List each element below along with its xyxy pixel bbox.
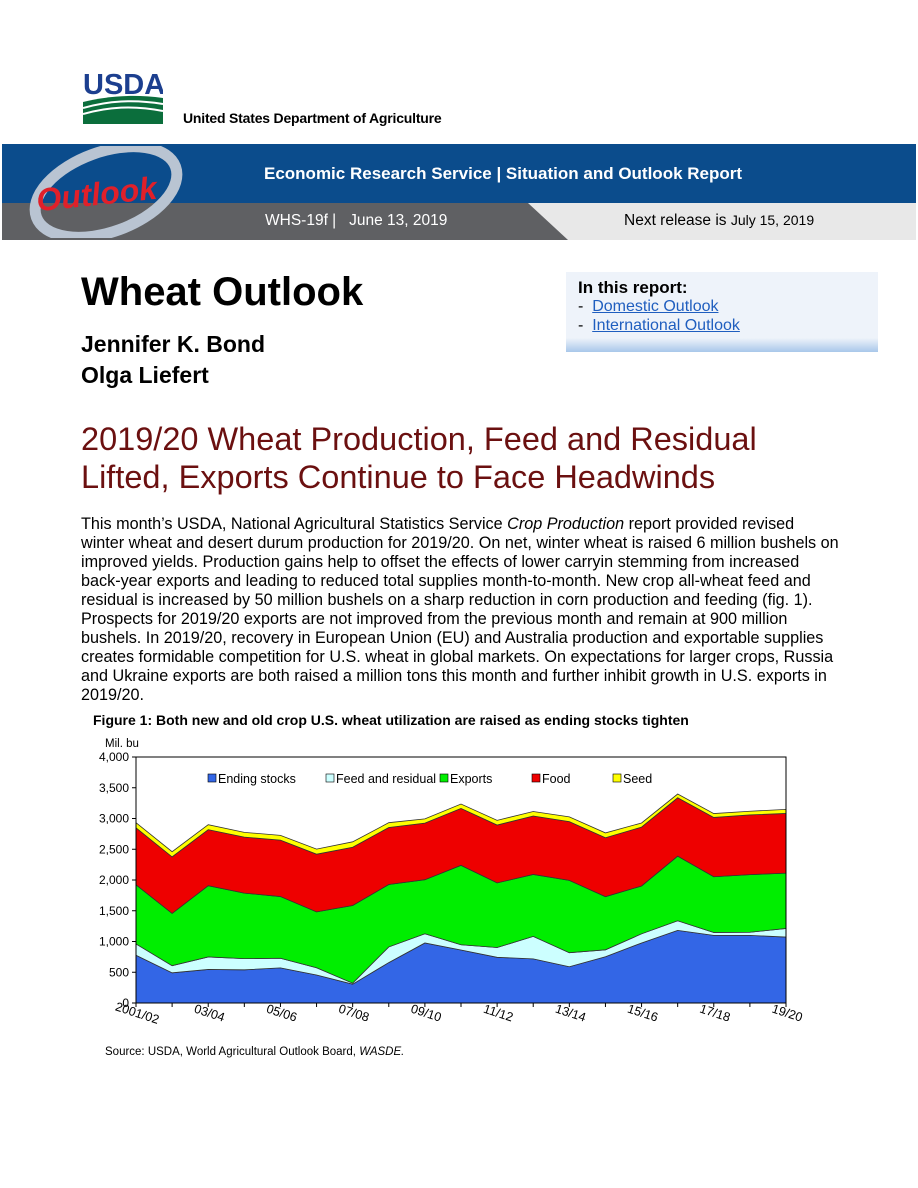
y-tick-label: 4,000 xyxy=(99,750,129,764)
legend-swatch xyxy=(612,773,622,783)
y-tick-label: 0 xyxy=(122,996,129,1010)
legend-swatch xyxy=(207,773,217,783)
legend-swatch xyxy=(439,773,449,783)
x-tick-label: 2001/02 xyxy=(114,1000,161,1027)
y-tick-label: 3,500 xyxy=(99,781,129,795)
article-headline: 2019/20 Wheat Production, Feed and Resid… xyxy=(81,421,757,495)
outlook-logo: Outlook xyxy=(29,146,183,238)
legend-label: Feed and residual xyxy=(336,772,436,786)
usda-logo: USDA xyxy=(83,69,163,124)
figure-source: Source: USDA, World Agricultural Outlook… xyxy=(105,1046,405,1058)
report-link-row: - International Outlook xyxy=(578,317,740,334)
x-axis: 2001/02 03/04 05/06 07/08 09/10 11/12 13/14 15/… xyxy=(114,1000,805,1027)
legend-swatch xyxy=(325,773,335,783)
y-axis: 0 500 1,000 1,500 2,000 2,500 3,000 3,500 4,000 xyxy=(99,750,136,1010)
legend-label: Food xyxy=(542,772,571,786)
chart-areas xyxy=(135,793,787,1004)
stacked-area-chart: Mil. bu 0 500 1,000 1,500 2,000 2,500 3,000 3,5… xyxy=(99,738,805,1027)
chart-legend: Ending stocks Feed and residual Exports Foo… xyxy=(207,772,652,786)
issue-info: WHS-19f | June 13, 2019 xyxy=(265,212,447,230)
y-tick-label: 1,000 xyxy=(99,935,129,949)
service-title: Economic Research Service | Situation an… xyxy=(264,164,743,183)
x-tick-label: 15/16 xyxy=(626,1002,660,1025)
report-link-row: - Domestic Outlook xyxy=(578,298,719,315)
in-this-report-heading: In this report: xyxy=(578,278,688,297)
y-tick-label: 3,000 xyxy=(99,812,129,826)
author-name: Jennifer K. Bond xyxy=(81,331,266,357)
legend-swatch xyxy=(531,773,541,783)
next-release: Next release is July 15, 2019 xyxy=(624,212,814,230)
y-tick-label: 500 xyxy=(109,965,129,979)
y-tick-label: 2,500 xyxy=(99,842,129,856)
y-axis-label: Mil. bu xyxy=(105,738,139,750)
legend-label: Seed xyxy=(623,772,652,786)
x-tick-label: 03/04 xyxy=(192,1002,226,1025)
x-tick-label: 13/14 xyxy=(554,1002,588,1025)
next-release-label: Next release is xyxy=(624,212,727,229)
y-tick-label: 2,000 xyxy=(99,873,129,887)
x-tick-label: 09/10 xyxy=(409,1002,443,1025)
x-tick-label: 11/12 xyxy=(482,1002,515,1025)
article-body: This month’s USDA, National Agricultural… xyxy=(81,515,839,704)
y-tick-label: 1,500 xyxy=(99,904,129,918)
author-name: Olga Liefert xyxy=(81,362,209,388)
department-name: United States Department of Agriculture xyxy=(183,110,442,126)
x-tick-label: 05/06 xyxy=(265,1002,299,1025)
legend-label: Exports xyxy=(450,772,492,786)
international-outlook-link[interactable]: International Outlook xyxy=(592,317,740,334)
x-tick-label: 17/18 xyxy=(698,1002,732,1025)
in-this-report-box xyxy=(566,272,878,352)
x-tick-label: 19/20 xyxy=(770,1002,804,1025)
issue-date: June 13, 2019 xyxy=(349,212,448,229)
banner-release-panel xyxy=(528,203,916,240)
next-release-date: July 15, 2019 xyxy=(730,212,815,228)
figure-title: Figure 1: Both new and old crop U.S. whe… xyxy=(93,712,689,728)
usda-logo-text: USDA xyxy=(83,69,163,101)
legend-label: Ending stocks xyxy=(218,772,296,786)
report-title: Wheat Outlook xyxy=(81,270,364,314)
x-tick-label: 07/08 xyxy=(337,1002,371,1025)
domestic-outlook-link[interactable]: Domestic Outlook xyxy=(592,298,719,315)
issue-id: WHS-19f | xyxy=(265,212,337,229)
